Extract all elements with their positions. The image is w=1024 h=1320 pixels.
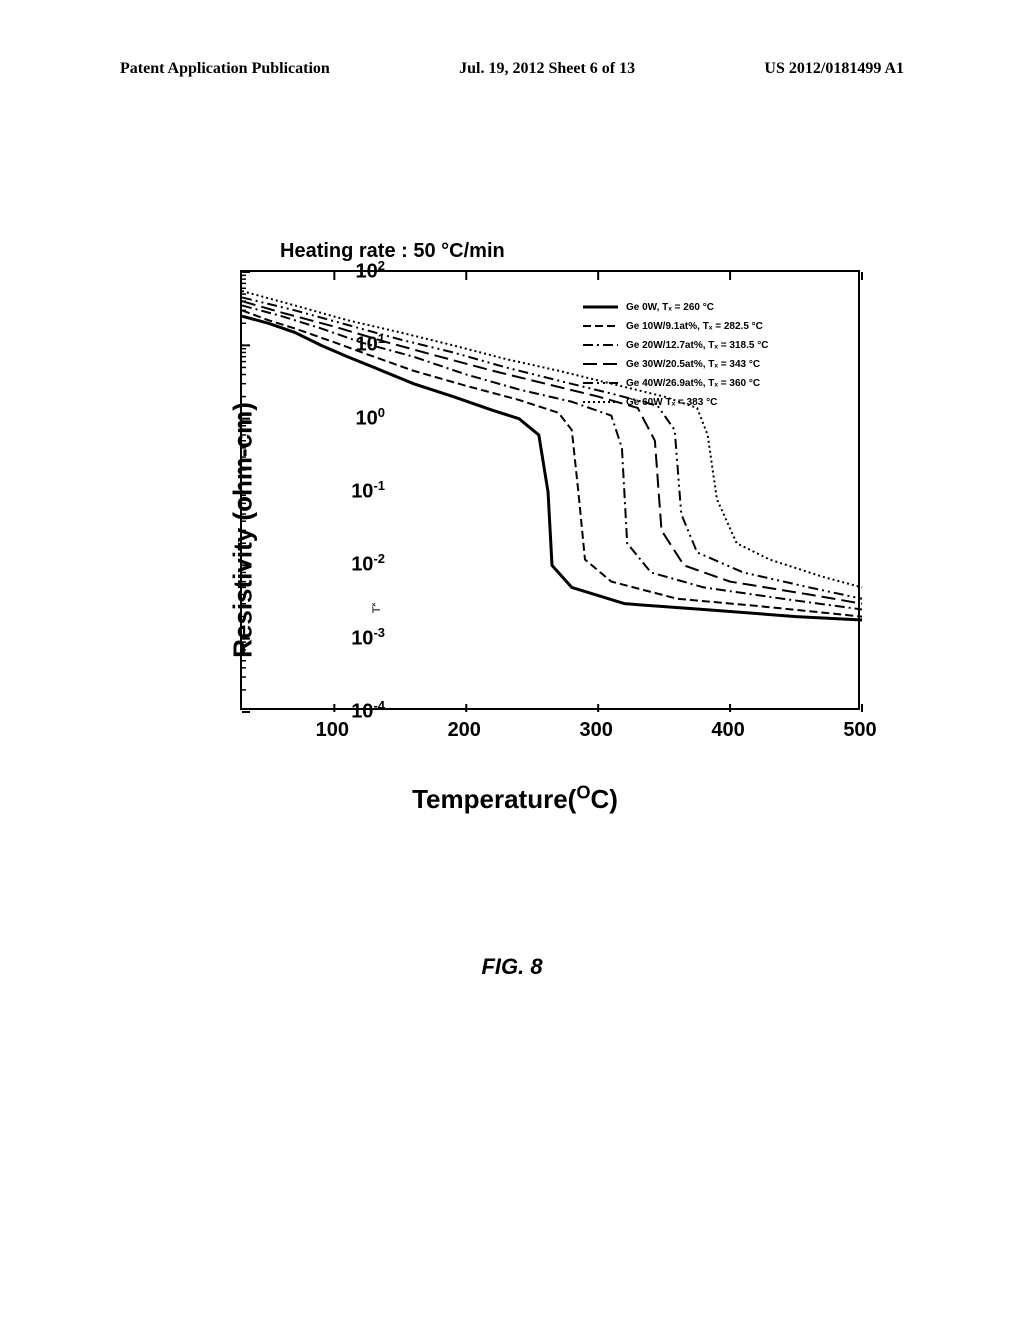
legend-label: Ge 10W/9.1at%, Tₓ = 282.5 °C <box>626 321 763 332</box>
legend-item: Ge 60W Tₓ = 383 °C <box>583 395 843 409</box>
x-tick-label: 100 <box>316 719 349 742</box>
resistivity-chart: Heating rate : 50 °C/min Resistivity (oh… <box>130 250 900 810</box>
x-tick-label: 200 <box>448 719 481 742</box>
legend-item: Ge 30W/20.5at%, Tₓ = 343 °C <box>583 357 843 371</box>
legend-item: Ge 10W/9.1at%, Tₓ = 282.5 °C <box>583 319 843 333</box>
x-tick-label: 500 <box>843 719 876 742</box>
legend-label: Ge 20W/12.7at%, Tₓ = 318.5 °C <box>626 340 768 351</box>
y-tick-label: 10-4 <box>351 698 385 724</box>
header-center: Jul. 19, 2012 Sheet 6 of 13 <box>459 60 635 78</box>
legend-swatch <box>583 357 618 371</box>
legend-swatch <box>583 376 618 390</box>
y-tick-label: 10-1 <box>351 478 385 504</box>
chart-legend: Ge 0W, Tₓ = 260 °C Ge 10W/9.1at%, Tₓ = 28… <box>583 300 843 414</box>
legend-label: Ge 40W/26.9at%, Tₓ = 360 °C <box>626 378 760 389</box>
y-tick-label: 101 <box>356 331 385 357</box>
figure-caption: FIG. 8 <box>481 954 542 980</box>
x-tick-label: 300 <box>579 719 612 742</box>
legend-label: Ge 0W, Tₓ = 260 °C <box>626 302 714 313</box>
tx-marker: T˟ <box>371 603 383 613</box>
legend-swatch <box>583 395 618 409</box>
page-header: Patent Application Publication Jul. 19, … <box>120 60 904 78</box>
x-axis-label: Temperature(OC) <box>412 782 618 815</box>
header-right: US 2012/0181499 A1 <box>764 60 904 78</box>
legend-label: Ge 30W/20.5at%, Tₓ = 343 °C <box>626 359 760 370</box>
legend-swatch <box>583 319 618 333</box>
legend-label: Ge 60W Tₓ = 383 °C <box>626 397 717 408</box>
y-tick-label: 100 <box>356 405 385 431</box>
legend-item: Ge 40W/26.9at%, Tₓ = 360 °C <box>583 376 843 390</box>
legend-item: Ge 20W/12.7at%, Tₓ = 318.5 °C <box>583 338 843 352</box>
x-tick-label: 400 <box>711 719 744 742</box>
y-tick-label: 10-3 <box>351 625 385 651</box>
legend-item: Ge 0W, Tₓ = 260 °C <box>583 300 843 314</box>
chart-title: Heating rate : 50 °C/min <box>280 240 505 263</box>
y-tick-label: 102 <box>356 258 385 284</box>
legend-swatch <box>583 300 618 314</box>
plot-area: T˟ Ge 0W, Tₓ = 260 °C Ge 10W/9.1at%, Tₓ =… <box>240 270 860 710</box>
legend-swatch <box>583 338 618 352</box>
header-left: Patent Application Publication <box>120 60 330 78</box>
y-tick-label: 10-2 <box>351 551 385 577</box>
